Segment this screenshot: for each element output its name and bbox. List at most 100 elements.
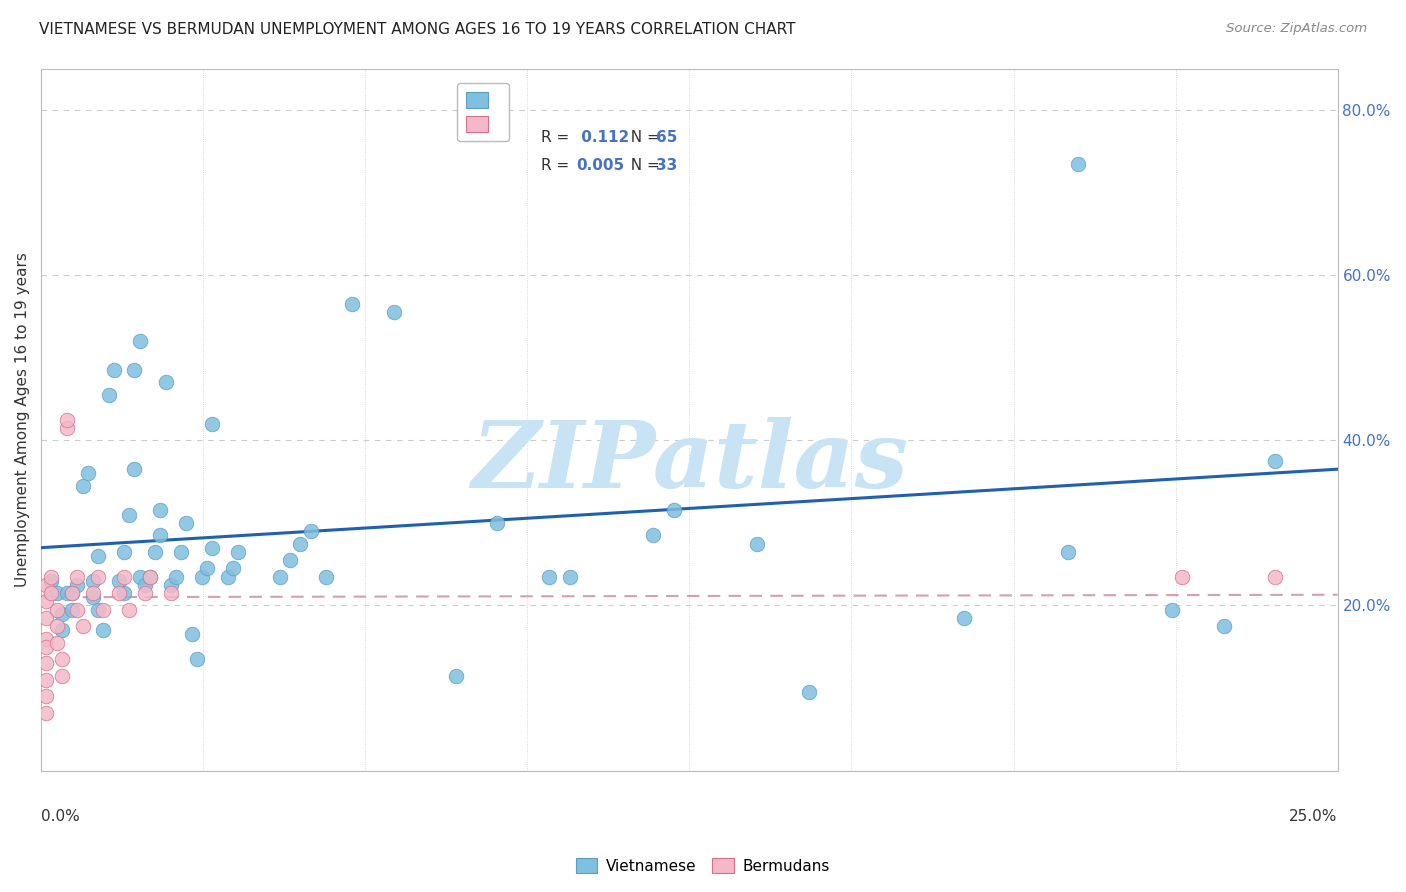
Point (176, 516, 198, 530)
Point (186, 652, 208, 666)
Y-axis label: Unemployment Among Ages 16 to 19 years: Unemployment Among Ages 16 to 19 years (15, 252, 30, 587)
Text: N =: N = (621, 130, 665, 145)
Point (60, 602, 83, 616)
Point (118, 508, 141, 522)
Legend: Vietnamese, Bermudans: Vietnamese, Bermudans (569, 852, 837, 880)
Text: ZIPatlas: ZIPatlas (471, 417, 908, 507)
Point (72, 479, 94, 493)
Point (35, 640, 58, 654)
Point (170, 545, 193, 559)
Point (87, 602, 110, 616)
Point (51, 652, 73, 666)
Text: 0.005: 0.005 (576, 158, 624, 172)
Point (45, 619, 67, 633)
Point (66, 569, 89, 583)
Text: 0.0%: 0.0% (41, 809, 80, 824)
Point (103, 363, 125, 377)
Point (159, 578, 181, 592)
Point (342, 297, 364, 311)
Point (201, 541, 224, 555)
Point (195, 561, 218, 575)
Point (76, 467, 98, 481)
Text: 0.112: 0.112 (576, 130, 630, 145)
Point (66, 578, 89, 592)
Point (93, 624, 115, 638)
Point (444, 669, 467, 683)
Point (41, 586, 63, 600)
Point (87, 569, 110, 583)
Point (1171, 569, 1194, 583)
Point (149, 503, 172, 517)
Point (180, 627, 202, 641)
Point (35, 632, 58, 646)
Point (45, 635, 67, 649)
Point (45, 586, 67, 600)
Point (82, 574, 104, 588)
Point (1067, 156, 1090, 170)
Point (93, 602, 115, 616)
Point (51, 607, 73, 621)
Point (134, 578, 156, 592)
Point (35, 594, 58, 608)
Point (299, 524, 322, 538)
Point (35, 657, 58, 671)
Text: 65: 65 (657, 130, 678, 145)
Point (159, 586, 181, 600)
Point (35, 611, 58, 625)
Point (112, 545, 135, 559)
Point (1264, 454, 1286, 468)
Point (128, 334, 150, 348)
Legend: , : , (457, 83, 509, 141)
Point (1264, 569, 1286, 583)
Point (87, 549, 110, 563)
Point (139, 569, 162, 583)
Point (149, 528, 172, 542)
Point (128, 569, 150, 583)
Point (226, 545, 249, 559)
Point (641, 528, 664, 542)
Text: N =: N = (621, 158, 665, 172)
Point (97, 388, 120, 402)
Point (217, 569, 239, 583)
Point (662, 503, 685, 517)
Point (51, 669, 73, 683)
Point (56, 421, 79, 435)
Point (60, 586, 83, 600)
Point (155, 376, 177, 390)
Point (51, 624, 73, 638)
Point (60, 586, 83, 600)
Point (108, 586, 131, 600)
Point (56, 586, 79, 600)
Point (143, 545, 166, 559)
Point (41, 569, 63, 583)
Point (382, 305, 405, 319)
Point (165, 569, 187, 583)
Text: R =: R = (541, 130, 574, 145)
Point (797, 685, 820, 699)
Point (118, 602, 141, 616)
Point (35, 578, 58, 592)
Point (191, 569, 214, 583)
Point (486, 516, 509, 530)
Point (1160, 602, 1182, 616)
Point (953, 611, 976, 625)
Point (45, 602, 67, 616)
Point (82, 591, 104, 605)
Point (124, 462, 146, 476)
Point (82, 586, 104, 600)
Point (269, 569, 291, 583)
Point (222, 561, 245, 575)
Point (108, 574, 131, 588)
Point (278, 553, 301, 567)
Point (558, 569, 581, 583)
Point (139, 569, 162, 583)
Text: Source: ZipAtlas.com: Source: ZipAtlas.com (1226, 22, 1367, 36)
Point (72, 619, 94, 633)
Point (66, 602, 89, 616)
Text: R =: R = (541, 158, 574, 172)
Point (35, 706, 58, 720)
Point (41, 574, 63, 588)
Point (290, 536, 312, 550)
Point (1057, 545, 1080, 559)
Point (315, 569, 337, 583)
